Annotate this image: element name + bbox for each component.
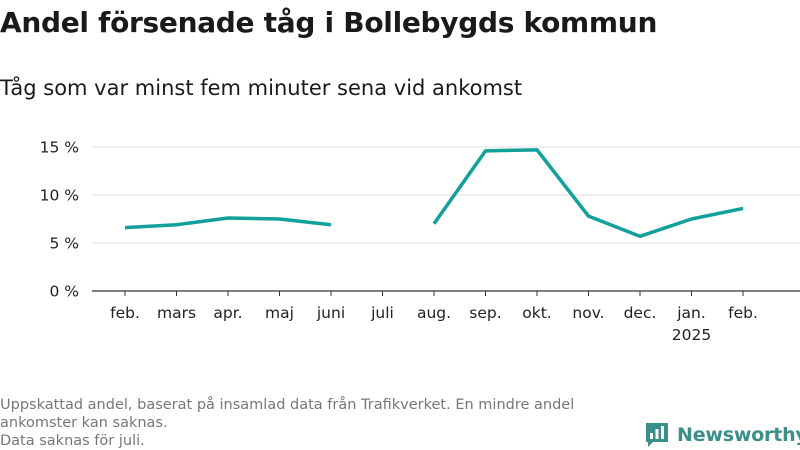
line-chart: 0 % 5 % 10 % 15 % feb. mars apr. maj juni juli au… [40,139,800,344]
y-tick-label: 0 % [49,283,79,301]
x-axis [92,290,800,296]
x-tick-label: okt. [522,304,551,322]
newsworthy-logo-icon [646,423,668,447]
x-tick-label: maj [265,304,294,322]
x-tick-label: feb. [110,304,140,322]
x-tick-label: dec. [624,304,657,322]
x-tick-label: nov. [572,304,604,322]
series-line [124,216,332,230]
gridlines [92,146,800,244]
footnote: Uppskattad andel, baserat på insamlad da… [0,396,640,450]
x-tick-label: sep. [469,304,501,322]
x-tick-label: feb. [728,304,758,322]
brand-logo: Newsworthy [644,420,800,450]
chart-title: Andel försenade tåg i Bollebygds kommun [0,6,658,39]
footnote-missing-data: Data saknas för juli. [0,433,145,449]
x-tick-label: juni [316,304,345,322]
series-lines [124,148,744,239]
x-tick-label: aug. [417,304,451,322]
x-tick-label: juli [370,304,394,322]
y-tick-label: 15 % [40,139,79,157]
y-tick-label: 5 % [49,235,79,253]
x-axis-ticks: feb. mars apr. maj juni juli aug. sep. okt. nov. d… [110,304,758,344]
x-tick-label: mars [157,304,196,322]
x-tick-label: jan. [676,304,706,322]
brand-name: Newsworthy [677,424,800,446]
x-tick-label: apr. [213,304,242,322]
x-year-label: 2025 [672,326,711,344]
footnote-source: Uppskattad andel, baserat på insamlad da… [0,397,575,431]
y-tick-label: 10 % [40,187,79,205]
chart-subtitle: Tåg som var minst fem minuter sena vid a… [0,76,523,100]
y-axis-ticks: 0 % 5 % 10 % 15 % [40,139,79,301]
series-line [432,148,744,239]
